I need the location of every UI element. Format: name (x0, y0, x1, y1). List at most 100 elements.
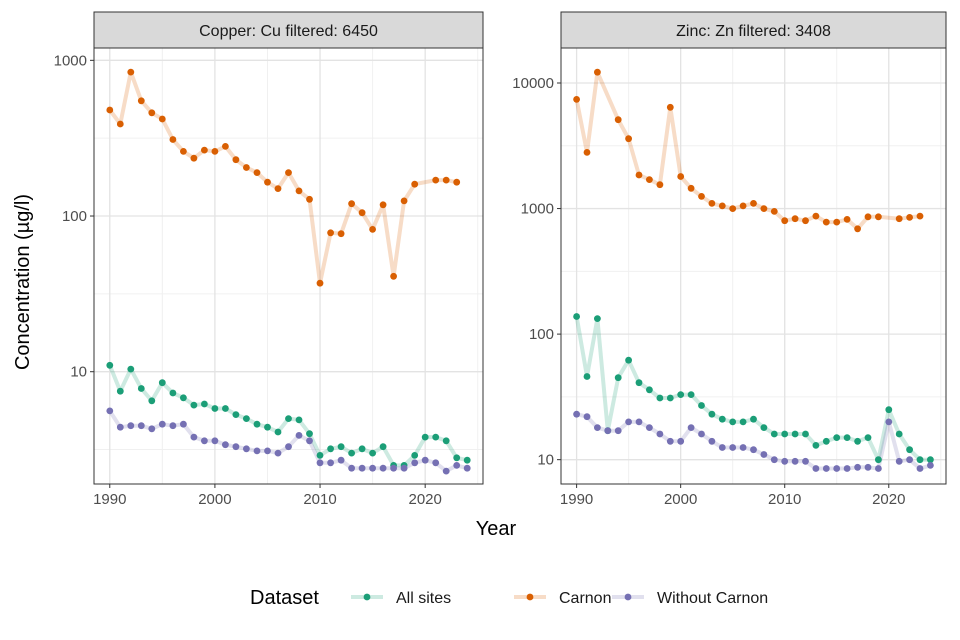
point-all-sites (729, 418, 737, 426)
x-tick-label: 2010 (768, 491, 801, 508)
point-carnon (106, 106, 114, 114)
x-tick-label: 2000 (198, 491, 231, 508)
point-carnon (718, 202, 726, 210)
point-carnon (781, 217, 789, 225)
point-without-carnon (802, 457, 809, 465)
point-all-sites (573, 313, 580, 320)
point-without-carnon (295, 432, 303, 439)
point-all-sites (432, 433, 440, 441)
point-carnon (666, 103, 674, 111)
point-all-sites (201, 400, 208, 408)
point-all-sites (264, 423, 271, 431)
point-all-sites (148, 397, 156, 405)
point-carnon (264, 178, 271, 186)
point-all-sites (906, 446, 913, 454)
point-all-sites (137, 385, 145, 392)
point-all-sites (864, 434, 872, 441)
point-carnon (400, 197, 408, 205)
point-without-carnon (812, 465, 820, 472)
point-carnon (453, 178, 461, 186)
legend-title: Dataset (250, 587, 319, 609)
point-all-sites (222, 405, 229, 412)
point-all-sites (677, 391, 685, 398)
point-all-sites (211, 405, 219, 412)
point-without-carnon (927, 462, 934, 469)
point-carnon (583, 149, 591, 156)
point-all-sites (843, 434, 851, 441)
panel-title: Zinc: Zn filtered: 3408 (676, 23, 831, 40)
point-without-carnon (116, 423, 124, 431)
point-carnon (348, 200, 355, 208)
point-all-sites (875, 456, 882, 464)
point-carnon (812, 212, 820, 220)
point-without-carnon (432, 459, 440, 467)
plot-background (561, 48, 946, 484)
point-without-carnon (916, 465, 924, 472)
point-without-carnon (106, 407, 114, 415)
y-tick-label: 100 (62, 208, 87, 225)
point-without-carnon (348, 464, 355, 472)
point-without-carnon (614, 427, 622, 435)
point-all-sites (253, 420, 261, 428)
y-tick-label: 10 (537, 452, 554, 469)
point-carnon (316, 279, 324, 287)
point-carnon (687, 184, 695, 192)
point-without-carnon (285, 443, 292, 451)
point-without-carnon (169, 422, 177, 430)
point-all-sites (791, 430, 799, 438)
point-carnon (750, 200, 757, 207)
point-without-carnon (656, 430, 664, 438)
point-carnon (327, 229, 334, 237)
point-all-sites (379, 443, 387, 451)
point-carnon (635, 171, 643, 179)
point-without-carnon (400, 464, 408, 472)
y-tick-label: 10 (70, 364, 87, 381)
point-carnon (190, 154, 198, 162)
point-carnon (573, 96, 580, 103)
point-carnon (127, 68, 135, 76)
point-carnon (729, 205, 737, 213)
point-carnon (158, 115, 166, 123)
panel-border (93, 47, 484, 485)
x-tick-label: 1990 (560, 491, 593, 508)
point-all-sites (316, 452, 324, 459)
point-without-carnon (594, 424, 601, 431)
point-without-carnon (781, 457, 789, 465)
point-without-carnon (421, 456, 429, 464)
point-carnon (201, 146, 208, 154)
panel-strip (93, 11, 484, 49)
point-without-carnon (148, 425, 156, 433)
point-without-carnon (906, 456, 913, 464)
point-carnon (306, 195, 313, 203)
point-without-carnon (390, 464, 397, 472)
point-carnon (854, 225, 861, 233)
point-all-sites (421, 433, 429, 441)
legend: Dataset All sites Carnon Without Carnon (250, 587, 768, 609)
point-carnon (625, 135, 632, 143)
point-all-sites (411, 452, 419, 459)
point-carnon (895, 215, 903, 223)
point-without-carnon (264, 447, 271, 455)
point-carnon (916, 212, 924, 220)
point-without-carnon (222, 441, 229, 449)
point-without-carnon (739, 444, 747, 451)
point-without-carnon (253, 447, 261, 455)
point-carnon (791, 215, 799, 223)
point-carnon (169, 136, 177, 143)
point-without-carnon (337, 456, 345, 464)
point-without-carnon (232, 443, 240, 451)
legend-key-point (526, 593, 534, 601)
point-all-sites (274, 428, 282, 436)
point-carnon (337, 230, 345, 238)
point-all-sites (646, 386, 653, 394)
point-without-carnon (190, 433, 198, 441)
point-without-carnon (895, 457, 903, 465)
point-all-sites (916, 456, 924, 464)
point-all-sites (285, 415, 292, 422)
point-all-sites (687, 391, 695, 398)
point-all-sites (635, 379, 643, 387)
point-without-carnon (875, 465, 882, 472)
point-carnon (822, 218, 830, 226)
point-all-sites (656, 394, 664, 402)
point-carnon (243, 164, 250, 171)
